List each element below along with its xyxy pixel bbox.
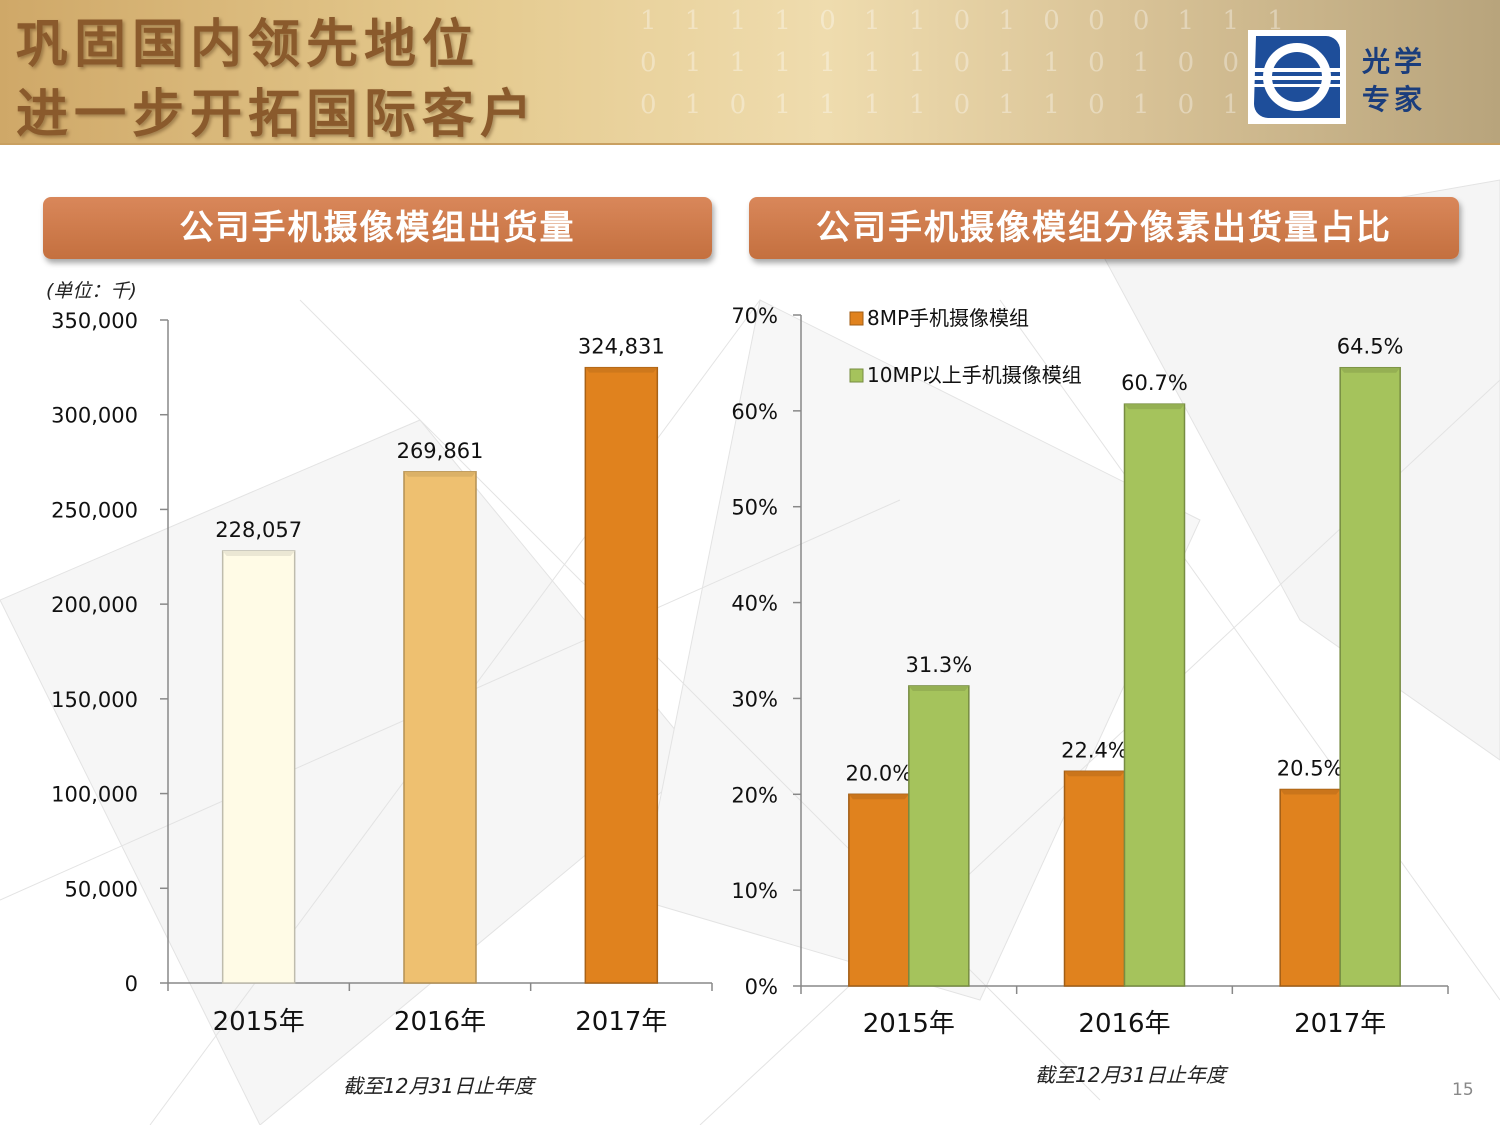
- bar-value-label: 20.0%: [845, 761, 912, 785]
- x-category-label: 2016年: [394, 1007, 486, 1037]
- company-logo-icon: [1248, 30, 1346, 124]
- y-tick-label: 0: [125, 972, 138, 996]
- bar: [1339, 366, 1401, 987]
- bar: [1279, 788, 1341, 987]
- bar-bevel: [1340, 367, 1401, 373]
- x-category-label: 2017年: [575, 1007, 667, 1037]
- bar: [1123, 403, 1186, 987]
- bar-value-label: 64.5%: [1337, 335, 1404, 359]
- y-tick-label: 50%: [731, 496, 778, 520]
- y-tick-label: 40%: [731, 592, 778, 616]
- bar-bevel: [1064, 771, 1125, 777]
- bar-bevel: [1280, 789, 1341, 795]
- binary-row: 0 1 0 1 1 1 1 0 1 1 0 1 0 1: [640, 90, 1250, 120]
- x-category-label: 2015年: [863, 1009, 955, 1039]
- bar-value-label: 22.4%: [1061, 738, 1128, 762]
- logo-text-line2: 专家: [1362, 83, 1427, 116]
- binary-row: 1 1 1 1 0 1 1 0 1 0 0 0 1 1 1: [640, 6, 1294, 36]
- y-tick-label: 150,000: [51, 688, 138, 712]
- y-tick-label: 10%: [731, 879, 778, 903]
- legend-swatch: [849, 368, 864, 383]
- page-title-line2: 进一步开拓国际客户: [16, 85, 539, 145]
- legend-swatch: [849, 311, 864, 326]
- page-number: 15: [1452, 1080, 1474, 1100]
- page-title-line1: 巩固国内领先地位: [16, 15, 481, 75]
- bar: [1063, 770, 1126, 987]
- bar-value-label: 60.7%: [1121, 371, 1188, 395]
- bar-bevel: [908, 685, 969, 691]
- bar: [403, 471, 477, 984]
- x-category-label: 2016年: [1078, 1009, 1170, 1039]
- pixel-share-chart: 0% 10% 20% 30% 40% 50% 60% 70% 20.0% 31.3% 2015年 22…: [731, 304, 1449, 1039]
- bar-bevel: [222, 550, 295, 556]
- bar-bevel: [585, 367, 658, 373]
- bar-group: [221, 550, 296, 984]
- bar-group: [403, 471, 477, 984]
- header-band: 1 1 1 1 0 1 1 0 1 0 0 0 1 1 1 0 1 1 1 1 …: [0, 0, 1500, 145]
- legend-label: 10MP以上手机摄像模组: [867, 363, 1082, 387]
- bar-group: [584, 366, 659, 984]
- y-tick-label: 50,000: [65, 877, 138, 901]
- bar-bevel: [848, 794, 909, 800]
- bar-value-label: 31.3%: [905, 653, 972, 677]
- binary-row: 0 1 1 1 1 1 1 0 1 1 0 1 0 0 1 0: [640, 48, 1339, 78]
- x-category-label: 2015年: [213, 1007, 305, 1037]
- bar-value-label: 324,831: [578, 335, 665, 359]
- legend-label: 8MP手机摄像模组: [867, 306, 1029, 330]
- unit-label: (单位：千): [46, 280, 137, 302]
- y-tick-label: 70%: [731, 304, 778, 328]
- y-tick-label: 30%: [731, 687, 778, 711]
- right-footnote: 截至12月31日止年度: [1035, 1063, 1226, 1087]
- bar-value-label: 20.5%: [1277, 756, 1344, 780]
- y-tick-label: 100,000: [51, 783, 138, 807]
- y-tick-label: 20%: [731, 783, 778, 807]
- logo-text-line1: 光学: [1362, 45, 1427, 78]
- bar-value-label: 228,057: [215, 518, 302, 542]
- bar: [221, 550, 296, 984]
- shipment-volume-chart: 0 50,000 100,000 150,000 200,000 250,000 300,0…: [51, 309, 713, 1037]
- binary-decoration: 1 1 1 1 0 1 1 0 1 0 0 0 1 1 1 0 1 1 1 1 …: [640, 0, 1500, 143]
- y-tick-label: 60%: [731, 400, 778, 424]
- right-chart-banner: 公司手机摄像模组分像素出货量占比: [749, 197, 1459, 259]
- left-chart-banner: 公司手机摄像模组出货量: [43, 197, 712, 259]
- left-footnote: 截至12月31日止年度: [343, 1074, 534, 1098]
- bar-bevel: [1124, 404, 1185, 410]
- y-tick-label: 200,000: [51, 593, 138, 617]
- bar: [584, 366, 659, 984]
- y-tick-label: 250,000: [51, 498, 138, 522]
- y-tick-label: 300,000: [51, 404, 138, 428]
- bar-bevel: [404, 471, 476, 477]
- y-tick-label: 350,000: [51, 309, 138, 333]
- y-tick-label: 0%: [745, 975, 778, 999]
- bar: [908, 685, 970, 987]
- bar-value-label: 269,861: [397, 439, 484, 463]
- bar: [848, 793, 910, 987]
- x-category-label: 2017年: [1294, 1009, 1386, 1039]
